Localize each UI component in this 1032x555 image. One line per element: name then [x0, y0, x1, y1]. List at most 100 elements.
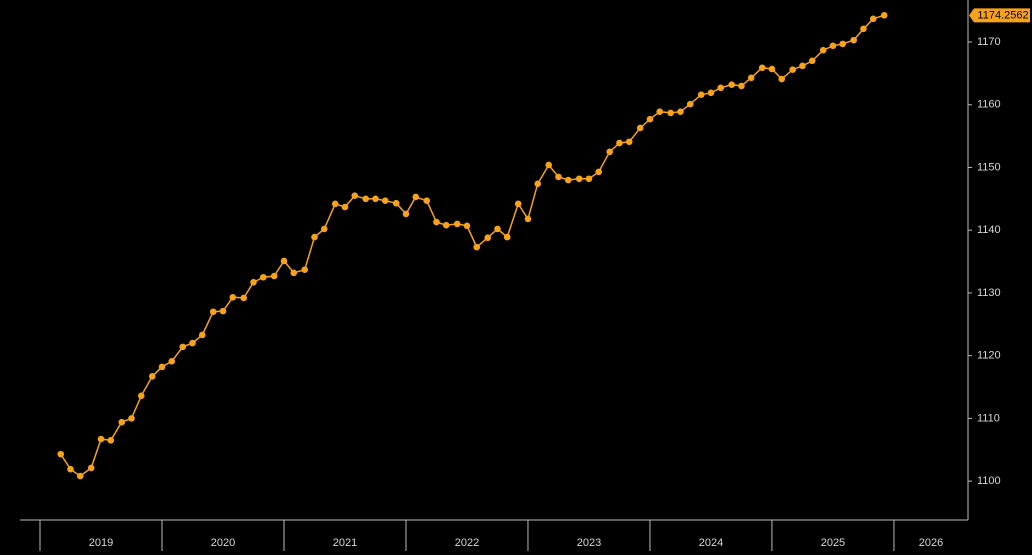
y-tick-label: 1160: [977, 99, 1001, 111]
point: [442, 221, 450, 229]
point: [341, 203, 349, 211]
point: [636, 124, 644, 132]
point: [87, 464, 95, 472]
point: [189, 339, 196, 347]
point: [229, 294, 237, 301]
point: [250, 278, 257, 286]
point: [545, 161, 553, 169]
y-tick-label: 1150: [977, 161, 1001, 173]
point: [728, 81, 736, 88]
x-tick-label: 2020: [211, 537, 235, 549]
point: [118, 418, 126, 426]
point: [524, 215, 532, 223]
point: [179, 343, 187, 351]
y-tick-label: 1170: [977, 36, 1001, 48]
point: [789, 66, 796, 73]
x-tick-label: 2026: [919, 537, 943, 549]
point: [473, 243, 481, 251]
point: [270, 272, 278, 280]
point: [148, 373, 156, 380]
point: [625, 138, 633, 146]
point: [331, 200, 339, 208]
point: [381, 197, 389, 205]
point: [564, 176, 572, 184]
x-tick-label: 2022: [455, 537, 479, 549]
point: [198, 331, 206, 339]
point: [351, 192, 359, 200]
point: [259, 273, 267, 281]
point: [758, 64, 766, 72]
point: [362, 195, 370, 203]
point: [606, 148, 614, 156]
point: [819, 46, 827, 54]
point: [503, 233, 511, 241]
y-tick-label: 1130: [977, 287, 1001, 299]
point: [514, 200, 522, 208]
x-tick-label: 2024: [699, 537, 723, 549]
point: [850, 36, 857, 44]
point: [209, 308, 217, 316]
point: [768, 65, 776, 73]
point: [423, 197, 431, 205]
point: [880, 12, 888, 19]
point: [799, 62, 806, 70]
line: [60, 14, 885, 478]
point: [646, 115, 654, 123]
point: [697, 91, 705, 99]
point: [67, 465, 74, 473]
point: [677, 108, 684, 115]
point: [829, 42, 837, 50]
x-tick-label: 2023: [577, 537, 601, 549]
last-value-label: 1174.2562: [977, 10, 1028, 22]
last-value-box: [969, 8, 1030, 23]
point: [616, 139, 623, 147]
point: [484, 234, 492, 242]
point: [372, 195, 379, 203]
point: [97, 435, 105, 443]
x-tick-label: 2025: [821, 537, 845, 549]
point: [808, 57, 816, 65]
point: [219, 307, 227, 315]
point: [311, 233, 318, 241]
point: [494, 225, 501, 233]
point: [128, 415, 135, 422]
last-value-tag: 1174.2562: [969, 8, 1030, 23]
point: [57, 450, 65, 458]
point: [301, 266, 309, 274]
point: [433, 218, 440, 226]
point: [392, 199, 400, 207]
point: [280, 257, 288, 265]
x-tick-label: 2021: [333, 537, 357, 549]
point: [290, 269, 298, 277]
y-tick-label: 1140: [977, 224, 1001, 236]
point: [585, 175, 593, 183]
point: [860, 25, 867, 33]
point: [595, 168, 603, 176]
point: [656, 108, 664, 115]
point: [463, 222, 471, 230]
point: [778, 75, 786, 83]
point: [76, 472, 84, 480]
y-tick-label: 1100: [977, 475, 1001, 487]
point: [412, 193, 420, 201]
point: [839, 40, 847, 48]
point: [240, 294, 248, 302]
point: [107, 437, 115, 444]
y-tick-label: 1120: [977, 350, 1001, 362]
point: [453, 220, 461, 228]
point: [534, 180, 542, 188]
point: [869, 15, 877, 23]
point: [667, 109, 675, 117]
point: [747, 74, 755, 82]
point: [717, 84, 725, 92]
point: [686, 100, 694, 108]
point: [402, 210, 410, 218]
point: [320, 225, 328, 233]
point: [158, 363, 166, 371]
point: [137, 392, 145, 400]
y-tick-label: 1110: [977, 412, 1000, 424]
point: [707, 89, 715, 97]
point: [555, 173, 562, 181]
point: [738, 82, 745, 90]
